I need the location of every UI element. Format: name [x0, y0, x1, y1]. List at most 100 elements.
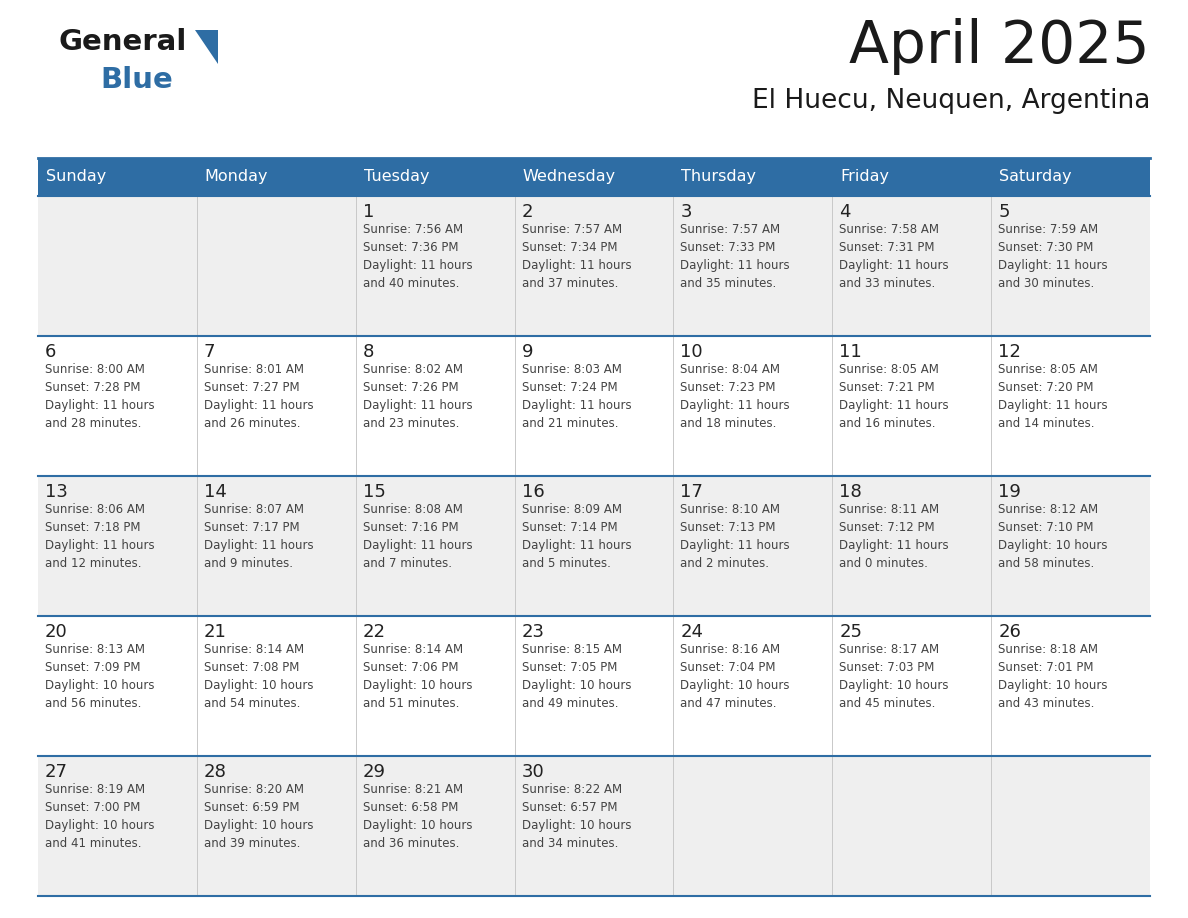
Text: Saturday: Saturday: [999, 170, 1072, 185]
Text: 29: 29: [362, 763, 386, 781]
Text: 18: 18: [839, 483, 862, 501]
Text: 7: 7: [204, 343, 215, 361]
Bar: [674, 158, 833, 196]
Bar: [197, 158, 355, 196]
Bar: [833, 196, 991, 336]
Text: 17: 17: [681, 483, 703, 501]
Text: 13: 13: [45, 483, 68, 501]
Bar: [38, 158, 197, 196]
Text: 25: 25: [839, 623, 862, 641]
Text: Sunrise: 8:22 AM
Sunset: 6:57 PM
Daylight: 10 hours
and 34 minutes.: Sunrise: 8:22 AM Sunset: 6:57 PM Dayligh…: [522, 783, 631, 850]
Text: Friday: Friday: [840, 170, 890, 185]
Bar: [355, 616, 514, 756]
Text: Sunrise: 8:21 AM
Sunset: 6:58 PM
Daylight: 10 hours
and 36 minutes.: Sunrise: 8:21 AM Sunset: 6:58 PM Dayligh…: [362, 783, 472, 850]
Text: Sunrise: 8:05 AM
Sunset: 7:20 PM
Daylight: 11 hours
and 14 minutes.: Sunrise: 8:05 AM Sunset: 7:20 PM Dayligh…: [998, 363, 1107, 430]
Text: 21: 21: [204, 623, 227, 641]
Bar: [38, 616, 197, 756]
Text: Sunrise: 8:08 AM
Sunset: 7:16 PM
Daylight: 11 hours
and 7 minutes.: Sunrise: 8:08 AM Sunset: 7:16 PM Dayligh…: [362, 503, 473, 570]
Text: Sunrise: 8:18 AM
Sunset: 7:01 PM
Daylight: 10 hours
and 43 minutes.: Sunrise: 8:18 AM Sunset: 7:01 PM Dayligh…: [998, 643, 1107, 710]
Text: 3: 3: [681, 203, 691, 221]
Text: Sunrise: 8:04 AM
Sunset: 7:23 PM
Daylight: 11 hours
and 18 minutes.: Sunrise: 8:04 AM Sunset: 7:23 PM Dayligh…: [681, 363, 790, 430]
Text: 15: 15: [362, 483, 386, 501]
Bar: [514, 158, 674, 196]
Text: Sunrise: 8:17 AM
Sunset: 7:03 PM
Daylight: 10 hours
and 45 minutes.: Sunrise: 8:17 AM Sunset: 7:03 PM Dayligh…: [839, 643, 949, 710]
Text: Sunrise: 8:00 AM
Sunset: 7:28 PM
Daylight: 11 hours
and 28 minutes.: Sunrise: 8:00 AM Sunset: 7:28 PM Dayligh…: [45, 363, 154, 430]
Text: Sunrise: 8:02 AM
Sunset: 7:26 PM
Daylight: 11 hours
and 23 minutes.: Sunrise: 8:02 AM Sunset: 7:26 PM Dayligh…: [362, 363, 473, 430]
Bar: [674, 196, 833, 336]
Text: Sunday: Sunday: [46, 170, 106, 185]
Bar: [197, 336, 355, 476]
Bar: [197, 756, 355, 896]
Text: 11: 11: [839, 343, 862, 361]
Text: 16: 16: [522, 483, 544, 501]
Bar: [514, 476, 674, 616]
Text: Sunrise: 8:06 AM
Sunset: 7:18 PM
Daylight: 11 hours
and 12 minutes.: Sunrise: 8:06 AM Sunset: 7:18 PM Dayligh…: [45, 503, 154, 570]
Bar: [991, 336, 1150, 476]
Bar: [514, 756, 674, 896]
Text: 1: 1: [362, 203, 374, 221]
Text: 24: 24: [681, 623, 703, 641]
Text: Sunrise: 8:10 AM
Sunset: 7:13 PM
Daylight: 11 hours
and 2 minutes.: Sunrise: 8:10 AM Sunset: 7:13 PM Dayligh…: [681, 503, 790, 570]
Bar: [197, 476, 355, 616]
Text: 22: 22: [362, 623, 386, 641]
Text: 28: 28: [204, 763, 227, 781]
Text: 5: 5: [998, 203, 1010, 221]
Text: Sunrise: 8:05 AM
Sunset: 7:21 PM
Daylight: 11 hours
and 16 minutes.: Sunrise: 8:05 AM Sunset: 7:21 PM Dayligh…: [839, 363, 949, 430]
Text: Sunrise: 8:16 AM
Sunset: 7:04 PM
Daylight: 10 hours
and 47 minutes.: Sunrise: 8:16 AM Sunset: 7:04 PM Dayligh…: [681, 643, 790, 710]
Text: General: General: [58, 28, 187, 56]
Text: 23: 23: [522, 623, 544, 641]
Bar: [197, 616, 355, 756]
Bar: [674, 616, 833, 756]
Bar: [355, 756, 514, 896]
Bar: [991, 616, 1150, 756]
Text: 19: 19: [998, 483, 1020, 501]
Bar: [833, 158, 991, 196]
Text: Tuesday: Tuesday: [364, 170, 429, 185]
Bar: [355, 158, 514, 196]
Bar: [197, 196, 355, 336]
Text: Monday: Monday: [204, 170, 268, 185]
Text: 4: 4: [839, 203, 851, 221]
Text: 26: 26: [998, 623, 1020, 641]
Text: 27: 27: [45, 763, 68, 781]
Text: Sunrise: 8:14 AM
Sunset: 7:06 PM
Daylight: 10 hours
and 51 minutes.: Sunrise: 8:14 AM Sunset: 7:06 PM Dayligh…: [362, 643, 472, 710]
Bar: [514, 616, 674, 756]
Text: 9: 9: [522, 343, 533, 361]
Text: Sunrise: 7:58 AM
Sunset: 7:31 PM
Daylight: 11 hours
and 33 minutes.: Sunrise: 7:58 AM Sunset: 7:31 PM Dayligh…: [839, 223, 949, 290]
Text: 8: 8: [362, 343, 374, 361]
Text: Sunrise: 7:57 AM
Sunset: 7:34 PM
Daylight: 11 hours
and 37 minutes.: Sunrise: 7:57 AM Sunset: 7:34 PM Dayligh…: [522, 223, 631, 290]
Text: 30: 30: [522, 763, 544, 781]
Text: Blue: Blue: [100, 66, 172, 94]
Text: Sunrise: 8:19 AM
Sunset: 7:00 PM
Daylight: 10 hours
and 41 minutes.: Sunrise: 8:19 AM Sunset: 7:00 PM Dayligh…: [45, 783, 154, 850]
Text: 2: 2: [522, 203, 533, 221]
Text: Sunrise: 8:13 AM
Sunset: 7:09 PM
Daylight: 10 hours
and 56 minutes.: Sunrise: 8:13 AM Sunset: 7:09 PM Dayligh…: [45, 643, 154, 710]
Bar: [833, 476, 991, 616]
Text: 20: 20: [45, 623, 68, 641]
Text: 10: 10: [681, 343, 703, 361]
Text: 12: 12: [998, 343, 1020, 361]
Bar: [833, 756, 991, 896]
Bar: [514, 336, 674, 476]
Bar: [991, 756, 1150, 896]
Text: Thursday: Thursday: [682, 170, 757, 185]
Bar: [674, 336, 833, 476]
Bar: [355, 196, 514, 336]
Text: Sunrise: 8:15 AM
Sunset: 7:05 PM
Daylight: 10 hours
and 49 minutes.: Sunrise: 8:15 AM Sunset: 7:05 PM Dayligh…: [522, 643, 631, 710]
Text: Sunrise: 8:11 AM
Sunset: 7:12 PM
Daylight: 11 hours
and 0 minutes.: Sunrise: 8:11 AM Sunset: 7:12 PM Dayligh…: [839, 503, 949, 570]
Text: Sunrise: 7:56 AM
Sunset: 7:36 PM
Daylight: 11 hours
and 40 minutes.: Sunrise: 7:56 AM Sunset: 7:36 PM Dayligh…: [362, 223, 473, 290]
Text: Sunrise: 7:57 AM
Sunset: 7:33 PM
Daylight: 11 hours
and 35 minutes.: Sunrise: 7:57 AM Sunset: 7:33 PM Dayligh…: [681, 223, 790, 290]
Bar: [674, 756, 833, 896]
Bar: [991, 158, 1150, 196]
Text: Sunrise: 7:59 AM
Sunset: 7:30 PM
Daylight: 11 hours
and 30 minutes.: Sunrise: 7:59 AM Sunset: 7:30 PM Dayligh…: [998, 223, 1107, 290]
Bar: [991, 196, 1150, 336]
Text: El Huecu, Neuquen, Argentina: El Huecu, Neuquen, Argentina: [752, 88, 1150, 114]
Text: Sunrise: 8:03 AM
Sunset: 7:24 PM
Daylight: 11 hours
and 21 minutes.: Sunrise: 8:03 AM Sunset: 7:24 PM Dayligh…: [522, 363, 631, 430]
Text: Sunrise: 8:20 AM
Sunset: 6:59 PM
Daylight: 10 hours
and 39 minutes.: Sunrise: 8:20 AM Sunset: 6:59 PM Dayligh…: [204, 783, 314, 850]
Bar: [991, 476, 1150, 616]
Bar: [833, 616, 991, 756]
Bar: [833, 336, 991, 476]
Bar: [38, 756, 197, 896]
Polygon shape: [195, 30, 219, 64]
Text: 6: 6: [45, 343, 56, 361]
Bar: [38, 476, 197, 616]
